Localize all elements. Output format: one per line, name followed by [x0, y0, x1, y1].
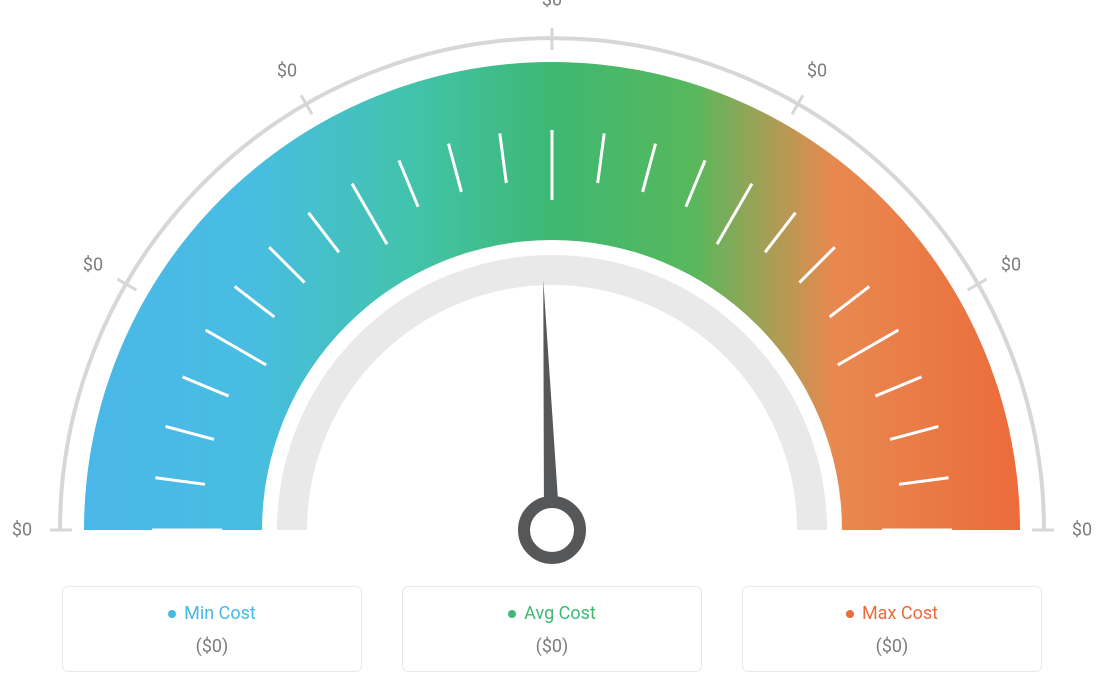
legend-label: Max Cost [862, 603, 938, 624]
legend-card-avg: Avg Cost ($0) [402, 586, 702, 673]
legend-value: ($0) [753, 636, 1031, 657]
tick-label: $0 [277, 61, 297, 82]
gauge-svg [0, 0, 1104, 570]
tick-label: $0 [542, 0, 562, 11]
legend-row: Min Cost ($0) Avg Cost ($0) Max Cost ($0) [0, 586, 1104, 673]
gauge-hub [524, 502, 580, 558]
legend-label: Min Cost [184, 603, 256, 624]
legend-title: Min Cost [168, 603, 256, 624]
legend-card-min: Min Cost ($0) [62, 586, 362, 673]
legend-dot-icon [846, 610, 854, 618]
gauge-needle [543, 280, 560, 530]
legend-dot-icon [508, 610, 516, 618]
tick-label: $0 [83, 255, 103, 276]
legend-label: Avg Cost [524, 603, 596, 624]
tick-label: $0 [1072, 520, 1092, 541]
legend-value: ($0) [73, 636, 351, 657]
legend-title: Max Cost [846, 603, 938, 624]
legend-card-max: Max Cost ($0) [742, 586, 1042, 673]
legend-value: ($0) [413, 636, 691, 657]
tick-label: $0 [807, 61, 827, 82]
tick-label: $0 [1001, 255, 1021, 276]
legend-dot-icon [168, 610, 176, 618]
legend-title: Avg Cost [508, 603, 596, 624]
tick-label: $0 [12, 520, 32, 541]
cost-gauge: $0 $0 $0 $0 $0 $0 $0 [0, 0, 1104, 570]
